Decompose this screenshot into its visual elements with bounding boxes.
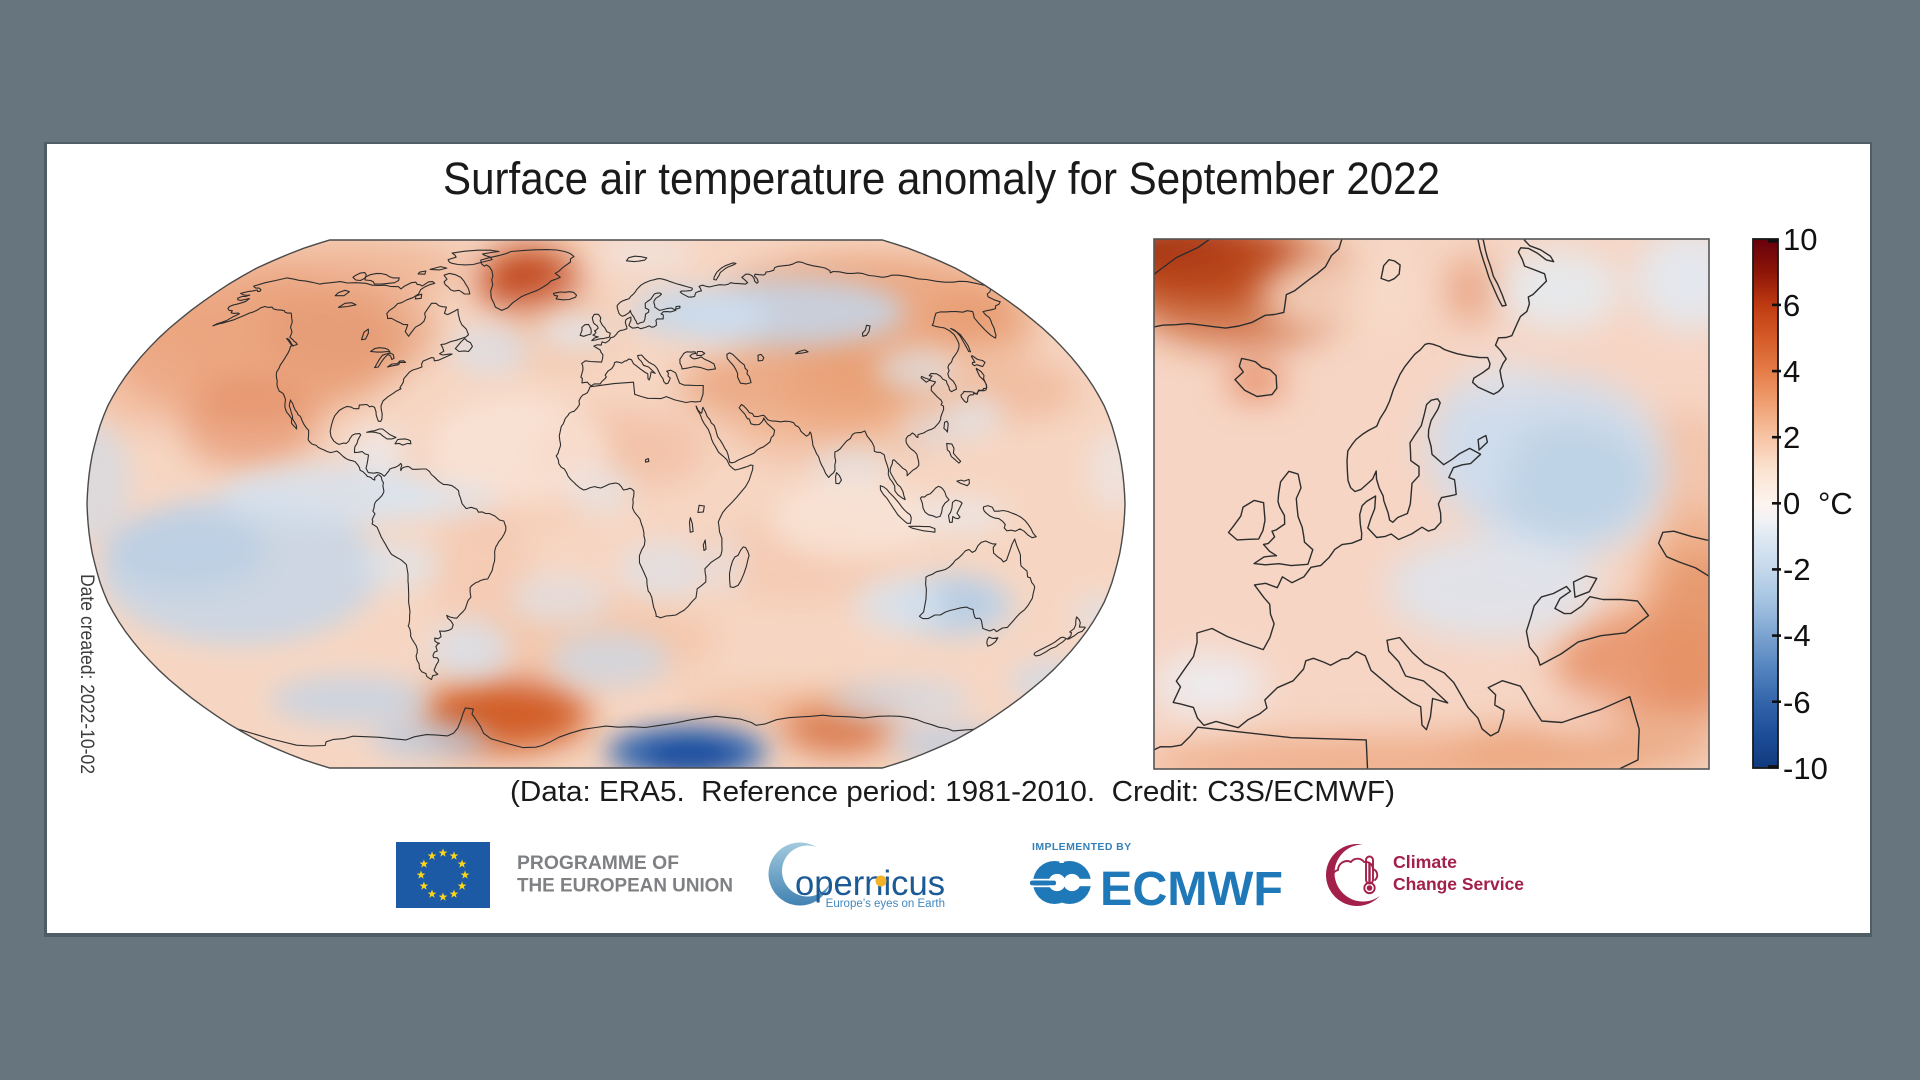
svg-text:(Data: ERA5. Reference period: (Data: ERA5. Reference period: 1981-2010… <box>510 776 1395 808</box>
svg-text:-2: -2 <box>1783 552 1811 587</box>
svg-text:opernicus: opernicus <box>795 863 945 903</box>
svg-text:°C: °C <box>1818 486 1853 521</box>
svg-text:4: 4 <box>1783 354 1800 389</box>
svg-text:10: 10 <box>1783 222 1817 257</box>
svg-text:THE EUROPEAN UNION: THE EUROPEAN UNION <box>517 876 733 897</box>
svg-text:-10: -10 <box>1783 751 1828 786</box>
svg-text:Change Service: Change Service <box>1393 874 1524 894</box>
svg-text:-4: -4 <box>1783 618 1811 653</box>
svg-text:-6: -6 <box>1783 685 1811 720</box>
svg-text:IMPLEMENTED BY: IMPLEMENTED BY <box>1032 841 1132 853</box>
svg-text:0: 0 <box>1783 486 1800 521</box>
svg-text:PROGRAMME OF: PROGRAMME OF <box>517 853 679 874</box>
svg-text:Surface air temperature anomal: Surface air temperature anomaly for Sept… <box>443 153 1440 204</box>
svg-text:Date created: 2022-10-02: Date created: 2022-10-02 <box>76 574 97 774</box>
svg-text:2: 2 <box>1783 420 1800 455</box>
svg-text:Europe’s eyes on Earth: Europe’s eyes on Earth <box>826 898 945 910</box>
svg-text:Climate: Climate <box>1393 852 1457 872</box>
svg-text:ECMWF: ECMWF <box>1100 863 1283 916</box>
svg-text:6: 6 <box>1783 288 1800 323</box>
